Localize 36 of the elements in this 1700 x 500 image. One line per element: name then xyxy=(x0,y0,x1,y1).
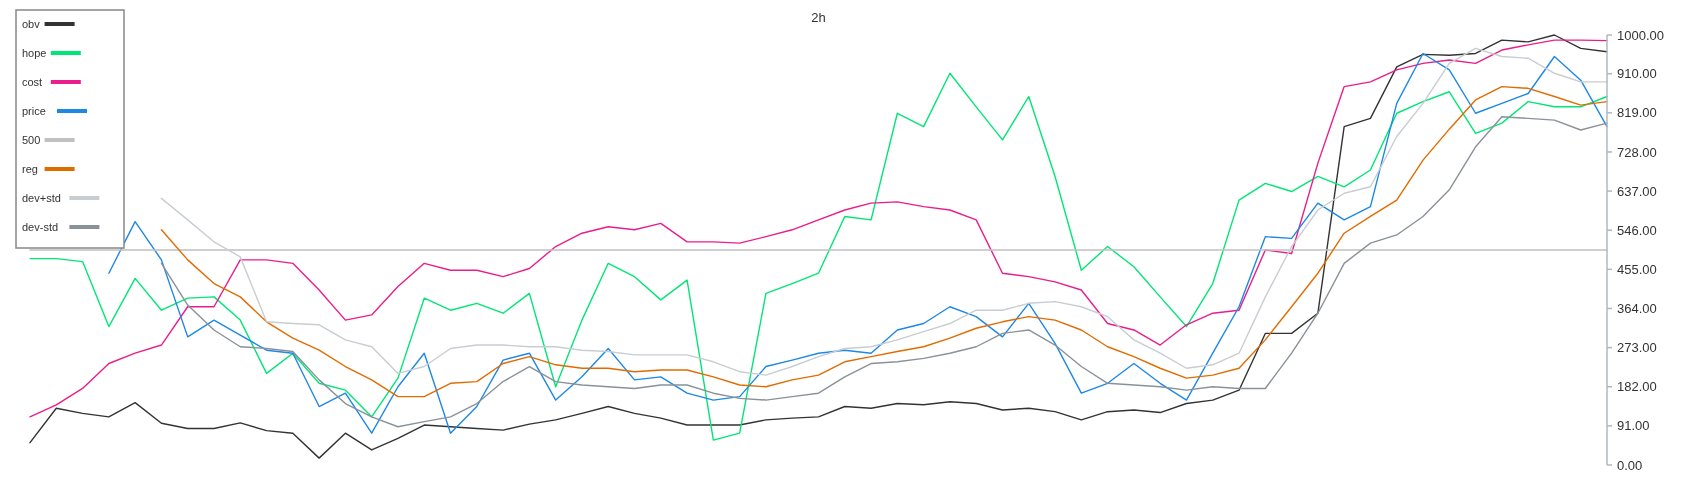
tick: 546.00 xyxy=(1606,222,1657,238)
line-series xyxy=(160,47,1608,376)
legend-label: cost xyxy=(22,75,43,88)
tick: 455.00 xyxy=(1606,261,1657,277)
y-tick-label: 0.00 xyxy=(1617,457,1643,473)
tick: 91.00 xyxy=(1606,418,1650,434)
y-tick-label: 910.00 xyxy=(1617,66,1657,82)
line-series xyxy=(160,85,1608,398)
tick: 273.00 xyxy=(1606,340,1657,356)
legend-label: 500 xyxy=(22,133,41,146)
legend-label: dev-std xyxy=(22,220,59,233)
y-tick-label: 273.00 xyxy=(1617,340,1657,356)
y-tick-label: 364.00 xyxy=(1617,301,1657,317)
legend-label: price xyxy=(22,104,46,117)
tick: 182.00 xyxy=(1606,379,1657,395)
tick: 364.00 xyxy=(1606,301,1657,317)
y-tick-label: 637.00 xyxy=(1617,183,1657,199)
tick: 0.00 xyxy=(1606,457,1643,473)
y-tick-label: 182.00 xyxy=(1617,379,1657,395)
tick: 1000.00 xyxy=(1606,27,1664,43)
tick: 728.00 xyxy=(1606,144,1657,160)
y-tick-label: 91.00 xyxy=(1617,418,1650,434)
tick: 637.00 xyxy=(1606,183,1657,199)
line-series xyxy=(160,116,1608,428)
tick: 819.00 xyxy=(1606,105,1657,121)
legend-label: hope xyxy=(22,46,47,59)
legend-label: obv xyxy=(22,17,41,30)
y-tick-label: 728.00 xyxy=(1617,144,1657,160)
chart-title: 2h xyxy=(811,10,826,25)
y-tick-label: 1000.00 xyxy=(1617,27,1664,43)
legend-label: reg xyxy=(22,162,38,175)
tick: 910.00 xyxy=(1606,66,1657,82)
y-tick-label: 455.00 xyxy=(1617,261,1657,277)
y-tick-label: 819.00 xyxy=(1617,105,1657,121)
legend-label: dev+std xyxy=(22,191,61,204)
y-tick-label: 546.00 xyxy=(1617,222,1657,238)
